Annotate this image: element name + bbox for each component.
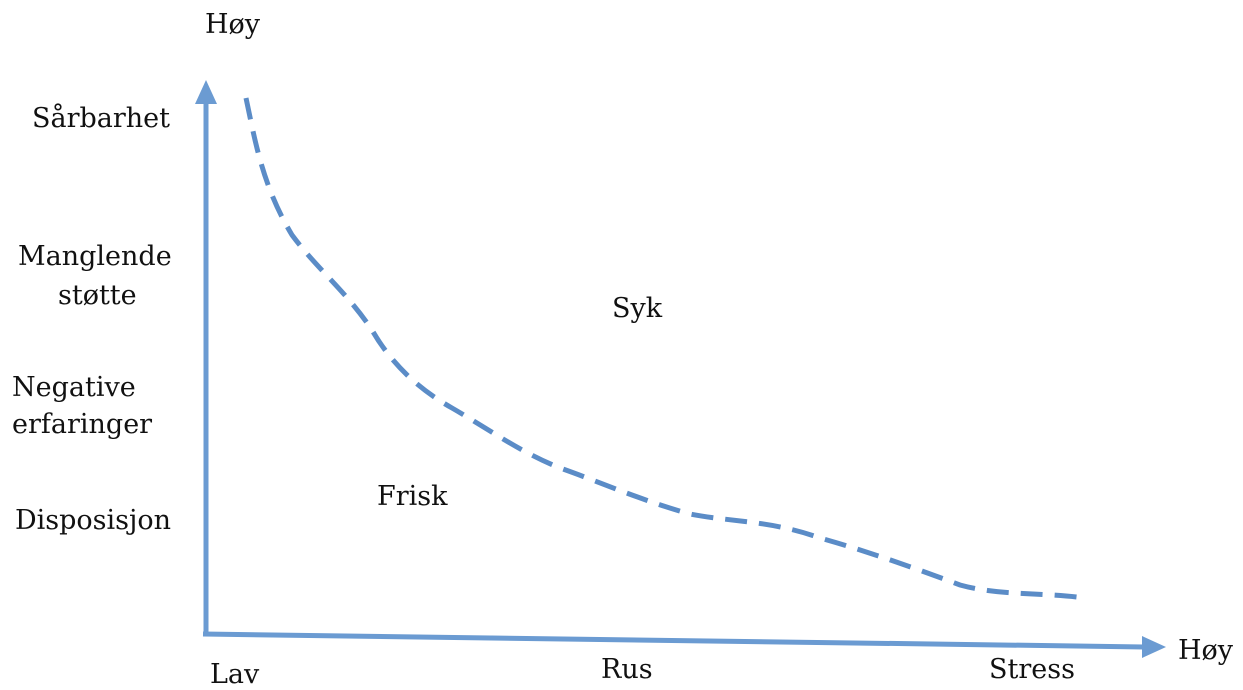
threshold-curve [243,97,1086,601]
x-factor-lav: Lav [210,659,260,690]
x-axis-arrowhead [1142,636,1166,658]
y-axis-arrowhead [195,80,217,104]
y-factor-negative: Negative [12,372,136,403]
y-factor-sarbarhet: Sårbarhet [32,103,171,134]
y-axis-top-label: Høy [205,9,261,40]
x-factor-stress: Stress [989,654,1075,685]
y-factor-manglende: Manglende [18,241,172,272]
x-axis-end-label: Høy [1178,635,1234,666]
x-factor-rus: Rus [601,654,653,685]
y-factor-disposisjon: Disposisjon [15,505,172,536]
region-frisk-label: Frisk [377,481,448,512]
y-factor-stotte: støtte [58,280,137,311]
y-factor-erfaringer: erfaringer [12,409,153,440]
region-syk-label: Syk [612,293,663,324]
x-axis-line [202,631,1149,650]
